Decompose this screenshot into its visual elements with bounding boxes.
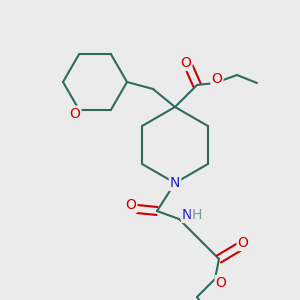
Text: N: N: [182, 208, 192, 222]
Text: O: O: [238, 236, 248, 250]
Text: N: N: [170, 176, 180, 190]
Text: O: O: [181, 56, 191, 70]
Text: H: H: [192, 208, 202, 222]
Text: O: O: [216, 276, 226, 290]
Text: O: O: [126, 198, 136, 212]
Text: O: O: [70, 107, 80, 121]
Text: O: O: [212, 72, 222, 86]
